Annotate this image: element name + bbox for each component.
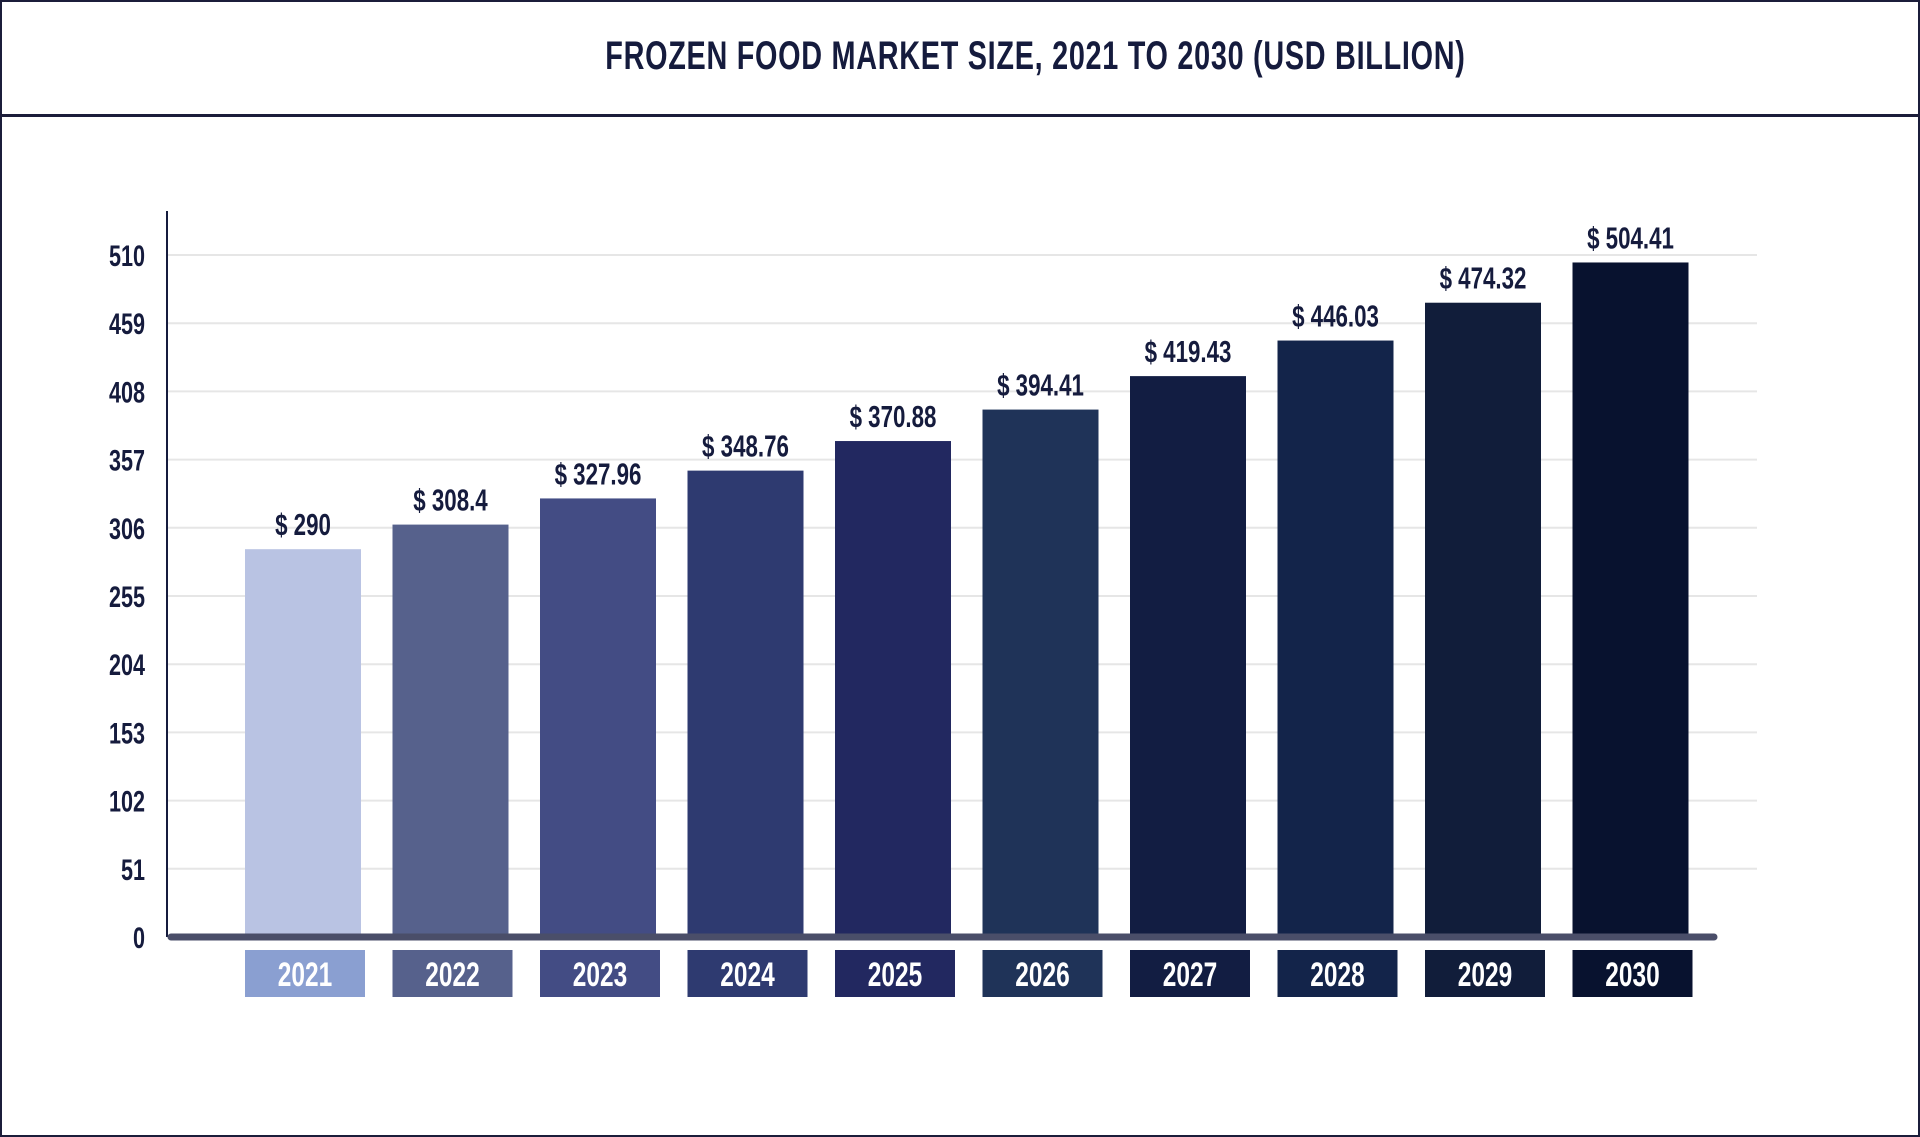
bar-2021 (245, 549, 361, 937)
x-tick-label: 2030 (1605, 956, 1659, 994)
x-tick-label: 2029 (1458, 956, 1512, 994)
x-tick-label: 2023 (573, 956, 627, 994)
data-label: $ 308.4 (413, 483, 487, 517)
data-label: $ 394.41 (997, 368, 1084, 402)
x-label-box (835, 950, 955, 997)
bar-2030 (1572, 262, 1689, 938)
x-label-box (392, 950, 513, 997)
x-tick-label: 2022 (425, 956, 479, 994)
y-tick-label: 459 (109, 307, 145, 341)
y-tick-label: 0 (133, 920, 145, 954)
bar-2022 (392, 524, 509, 937)
x-label-box (1572, 950, 1693, 997)
data-label: $ 327.96 (555, 457, 642, 491)
y-tick-label: 102 (109, 784, 145, 818)
data-label: $ 446.03 (1292, 299, 1379, 333)
bar-2026 (982, 409, 1099, 937)
x-tick-label: 2021 (278, 956, 332, 994)
data-label: $ 504.41 (1587, 221, 1674, 255)
chart-title: FROZEN FOOD MARKET SIZE, 2021 TO 2030 (U… (0, 34, 1920, 79)
x-label-box (540, 950, 660, 997)
data-label: $ 348.76 (702, 429, 789, 463)
bar-2025 (835, 441, 951, 937)
y-tick-label: 306 (109, 511, 145, 545)
chart-header: FROZEN FOOD MARKET SIZE, 2021 TO 2030 (U… (0, 0, 1920, 117)
x-tick-label: 2024 (720, 956, 775, 994)
x-tick-label: 2026 (1015, 956, 1069, 994)
x-tick-label: 2027 (1163, 956, 1217, 994)
y-tick-label: 153 (109, 716, 145, 750)
y-tick-label: 51 (121, 852, 145, 886)
x-label-box (245, 950, 365, 997)
x-label-box (687, 950, 808, 997)
bar-2024 (687, 470, 804, 937)
bar-2029 (1425, 302, 1541, 937)
data-label: $ 474.32 (1440, 261, 1527, 295)
y-tick-label: 357 (109, 443, 145, 477)
data-label: $ 419.43 (1145, 335, 1232, 369)
y-tick-label: 510 (109, 238, 145, 272)
x-label-box (1425, 950, 1545, 997)
y-tick-label: 255 (109, 579, 145, 613)
y-tick-label: 204 (109, 648, 145, 682)
x-tick-label: 2025 (868, 956, 922, 994)
chart-title-text: FROZEN FOOD MARKET SIZE, 2021 TO 2030 (U… (604, 34, 1466, 78)
bar-2027 (1130, 376, 1246, 937)
bar-2028 (1277, 340, 1394, 937)
data-label: $ 290 (275, 508, 331, 542)
x-tick-label: 2028 (1310, 956, 1364, 994)
x-label-box (1277, 950, 1398, 997)
x-label-box (982, 950, 1103, 997)
data-label: $ 370.88 (850, 399, 937, 433)
bar-2023 (540, 498, 656, 937)
y-tick-label: 408 (109, 375, 145, 409)
x-label-box (1130, 950, 1250, 997)
